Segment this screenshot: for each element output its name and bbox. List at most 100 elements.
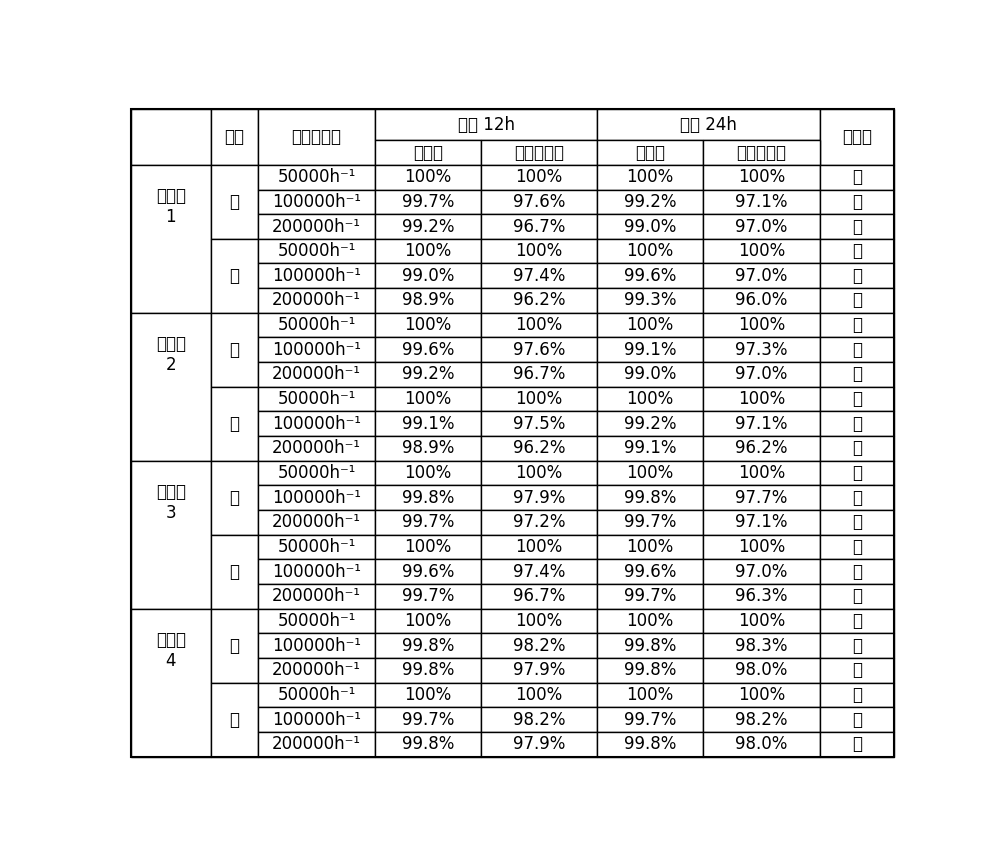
Text: 好: 好 <box>852 464 862 482</box>
Bar <box>597 141 703 165</box>
Bar <box>820 239 894 263</box>
Text: 100%: 100% <box>627 464 674 482</box>
Bar <box>481 658 597 683</box>
Text: 选择性: 选择性 <box>413 144 443 162</box>
Bar <box>258 510 375 535</box>
Bar <box>258 387 375 411</box>
Text: 100%: 100% <box>515 686 563 704</box>
Text: 实施例
1: 实施例 1 <box>156 187 186 226</box>
Text: 50000h⁻¹: 50000h⁻¹ <box>277 316 356 334</box>
Text: 100%: 100% <box>627 686 674 704</box>
Bar <box>375 732 481 757</box>
Text: 100%: 100% <box>738 243 785 261</box>
Text: 99.1%: 99.1% <box>402 415 454 433</box>
Text: 100%: 100% <box>738 686 785 704</box>
Text: 100%: 100% <box>515 243 563 261</box>
Bar <box>481 633 597 658</box>
Bar <box>597 411 703 436</box>
Text: 98.3%: 98.3% <box>735 637 788 655</box>
Bar <box>375 313 481 338</box>
Text: 100%: 100% <box>627 168 674 186</box>
Text: 好: 好 <box>852 243 862 261</box>
Bar <box>211 461 258 535</box>
Bar <box>211 239 258 313</box>
Bar <box>258 411 375 436</box>
Bar <box>597 707 703 732</box>
Text: 100000h⁻¹: 100000h⁻¹ <box>272 563 361 581</box>
Bar <box>258 732 375 757</box>
Text: 好: 好 <box>852 365 862 383</box>
Text: 97.1%: 97.1% <box>735 415 788 433</box>
Bar <box>375 165 481 189</box>
Bar <box>820 683 894 707</box>
Bar <box>375 560 481 584</box>
Text: 100%: 100% <box>515 612 563 630</box>
Bar <box>258 239 375 263</box>
Bar <box>258 363 375 387</box>
Bar <box>131 109 211 165</box>
Text: 99.6%: 99.6% <box>402 341 454 359</box>
Text: 99.8%: 99.8% <box>624 488 676 506</box>
Text: 实施例
3: 实施例 3 <box>156 482 186 522</box>
Bar <box>481 288 597 313</box>
Bar <box>820 461 894 485</box>
Text: 98.2%: 98.2% <box>735 710 788 728</box>
Text: 好: 好 <box>852 291 862 309</box>
Bar <box>258 189 375 214</box>
Bar <box>375 363 481 387</box>
Text: 光照: 光照 <box>224 128 244 146</box>
Text: 选择性: 选择性 <box>635 144 665 162</box>
Text: 97.1%: 97.1% <box>735 513 788 531</box>
Text: 100%: 100% <box>404 168 451 186</box>
Bar <box>211 608 258 683</box>
Text: 无: 无 <box>229 415 239 433</box>
Text: 好: 好 <box>852 415 862 433</box>
Bar <box>597 560 703 584</box>
Text: 97.0%: 97.0% <box>735 218 788 236</box>
Bar <box>820 707 894 732</box>
Bar <box>481 608 597 633</box>
Text: 100000h⁻¹: 100000h⁻¹ <box>272 710 361 728</box>
Text: 100%: 100% <box>515 316 563 334</box>
Text: 有: 有 <box>229 193 239 211</box>
Text: 100%: 100% <box>627 390 674 408</box>
Text: 200000h⁻¹: 200000h⁻¹ <box>272 587 361 605</box>
Bar <box>481 535 597 560</box>
Bar <box>703 683 820 707</box>
Bar <box>597 109 820 141</box>
Text: 好: 好 <box>852 316 862 334</box>
Text: 有: 有 <box>229 488 239 506</box>
Bar <box>481 461 597 485</box>
Bar <box>703 141 820 165</box>
Text: 好: 好 <box>852 612 862 630</box>
Text: 100%: 100% <box>627 316 674 334</box>
Bar <box>375 263 481 288</box>
Bar <box>481 683 597 707</box>
Text: 99.1%: 99.1% <box>624 341 676 359</box>
Bar <box>375 189 481 214</box>
Text: 97.4%: 97.4% <box>513 267 565 285</box>
Bar <box>375 485 481 510</box>
Text: 200000h⁻¹: 200000h⁻¹ <box>272 662 361 680</box>
Text: 50000h⁻¹: 50000h⁻¹ <box>277 538 356 556</box>
Text: 100%: 100% <box>738 538 785 556</box>
Text: 99.6%: 99.6% <box>624 563 676 581</box>
Text: 98.9%: 98.9% <box>402 440 454 458</box>
Text: 100%: 100% <box>404 464 451 482</box>
Bar <box>597 338 703 363</box>
Bar <box>481 436 597 461</box>
Bar <box>597 363 703 387</box>
Text: 99.8%: 99.8% <box>624 637 676 655</box>
Bar <box>481 707 597 732</box>
Text: 99.8%: 99.8% <box>402 735 454 753</box>
Bar <box>375 239 481 263</box>
Bar <box>703 510 820 535</box>
Text: 97.4%: 97.4% <box>513 563 565 581</box>
Bar <box>820 338 894 363</box>
Bar <box>820 109 894 165</box>
Text: 99.6%: 99.6% <box>402 563 454 581</box>
Text: 甲醒转化率: 甲醒转化率 <box>736 144 786 162</box>
Bar <box>597 189 703 214</box>
Text: 97.6%: 97.6% <box>513 341 565 359</box>
Bar <box>820 658 894 683</box>
